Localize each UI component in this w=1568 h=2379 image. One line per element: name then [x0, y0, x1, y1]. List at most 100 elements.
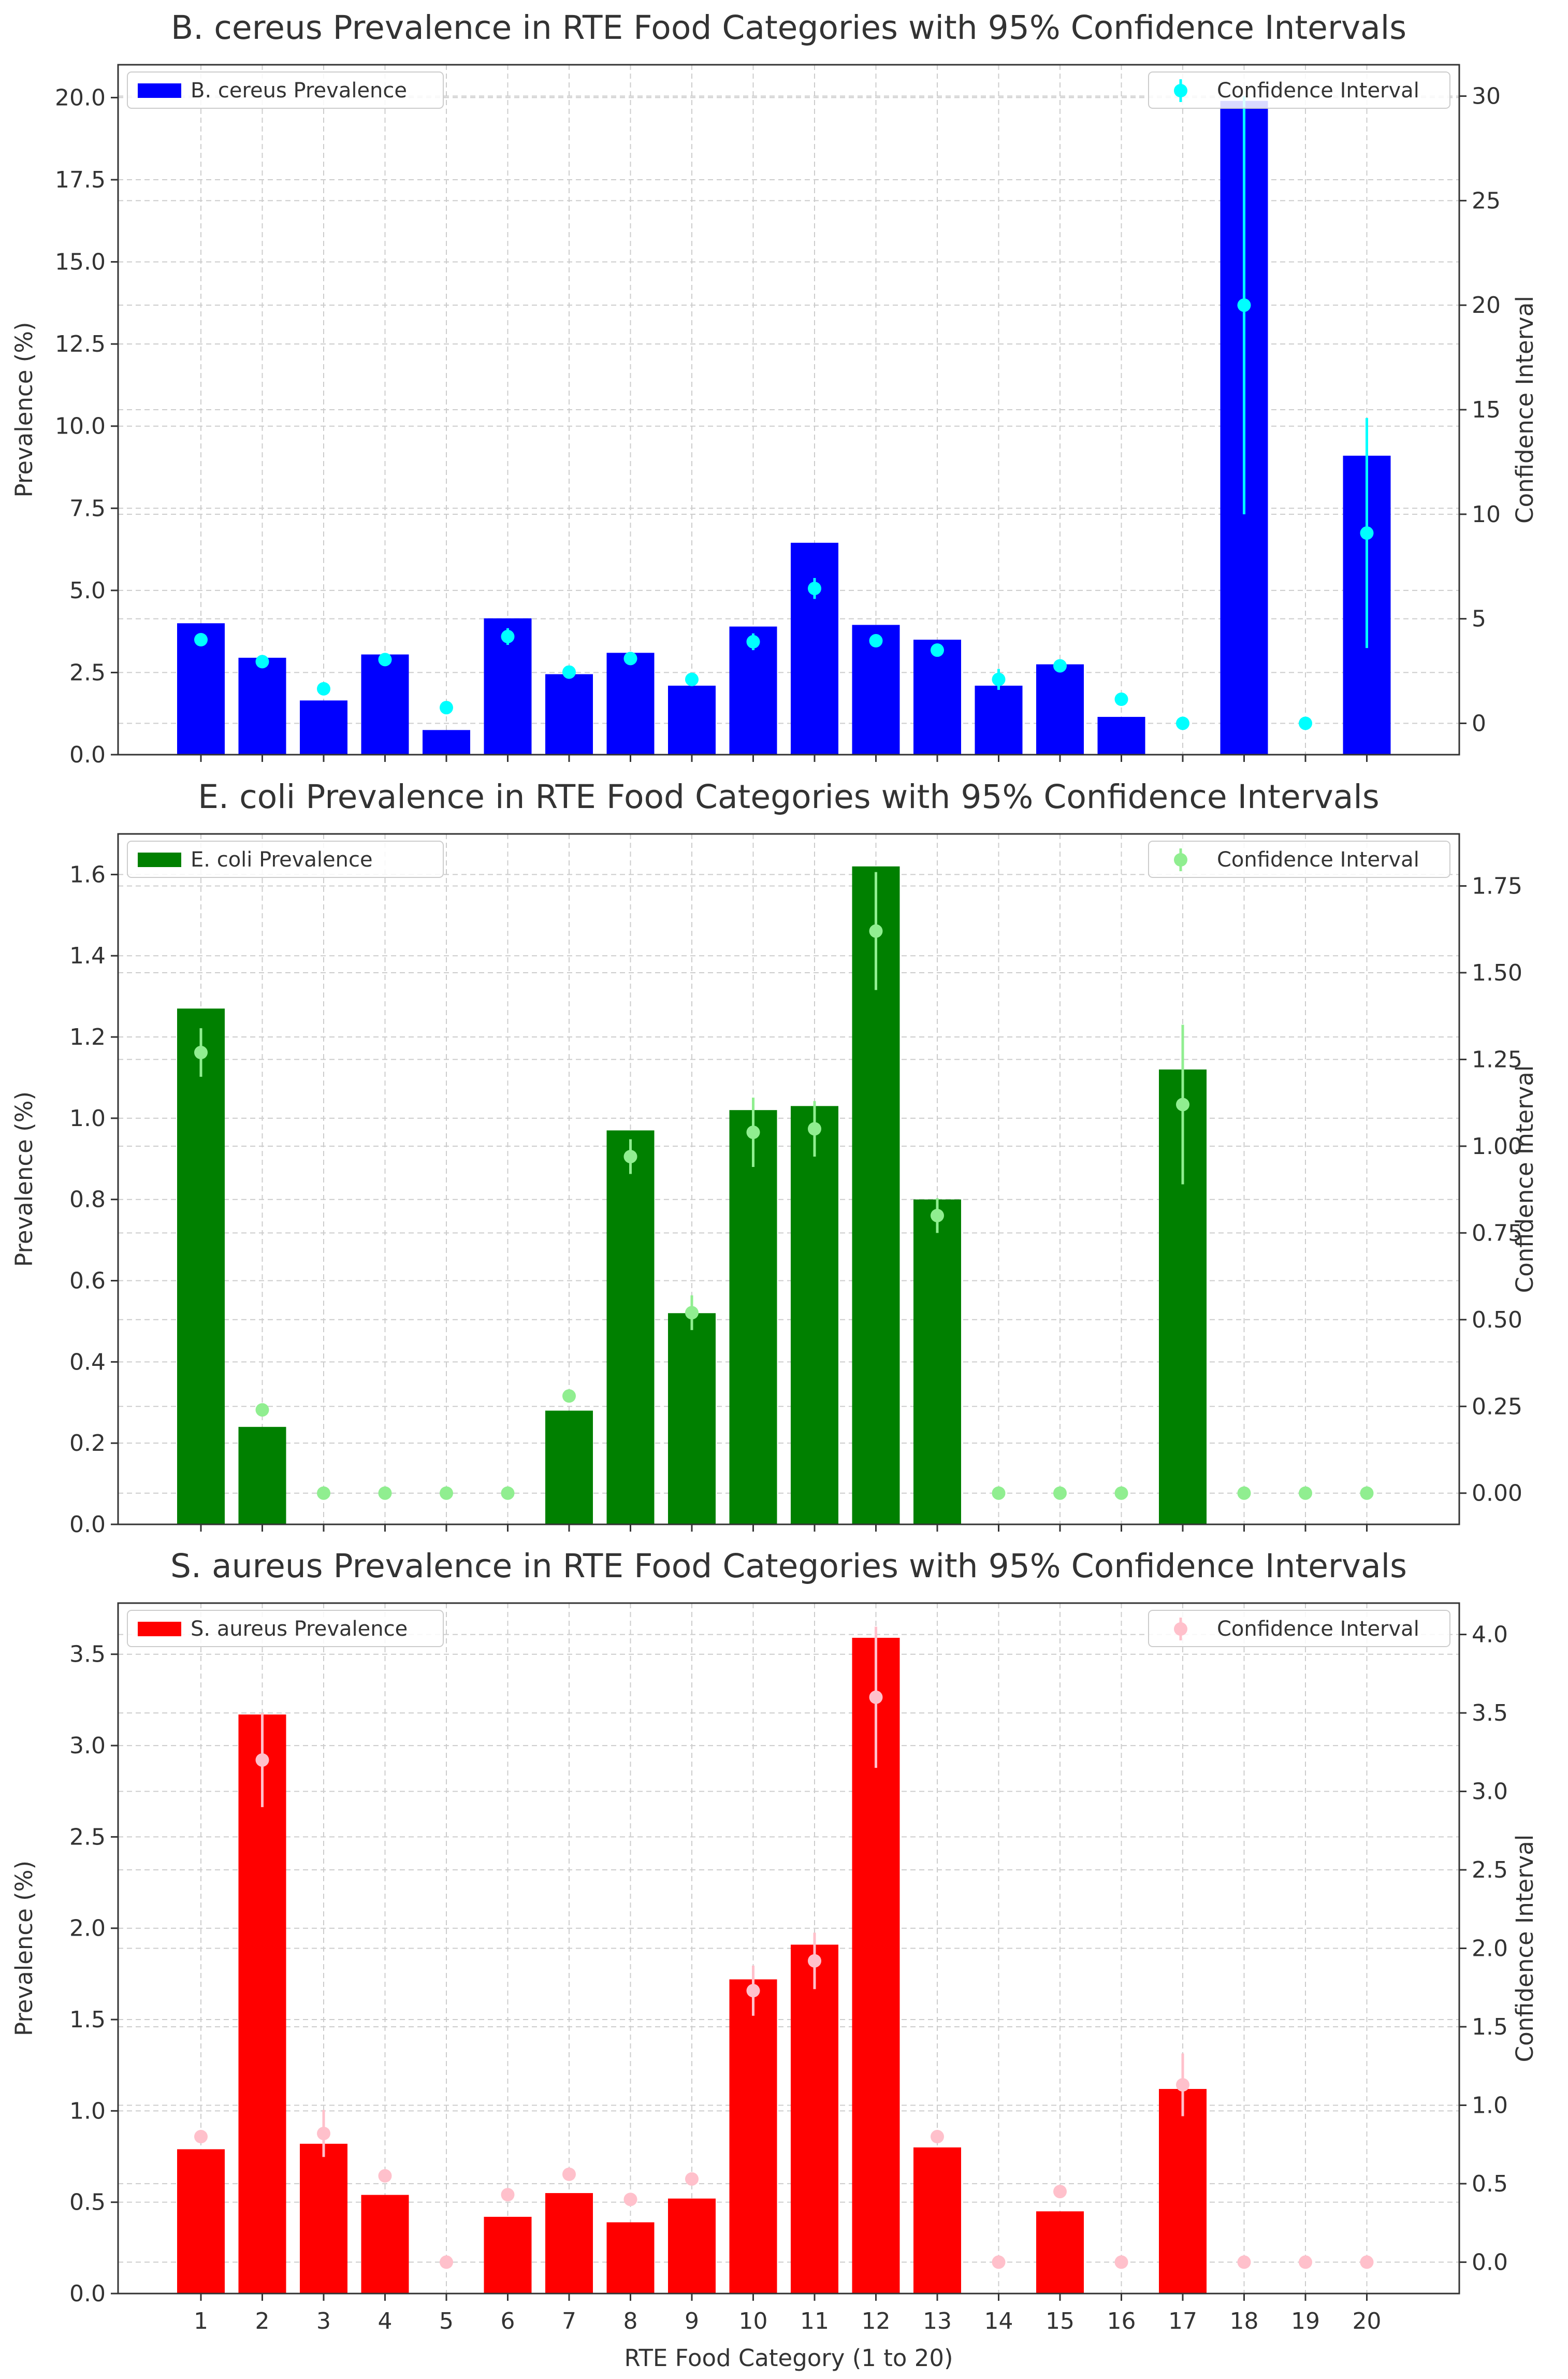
x-tick-label: 18: [1230, 2308, 1259, 2334]
right-tick-label: 0.50: [1472, 1307, 1522, 1333]
x-tick-label: 13: [923, 2308, 952, 2334]
left-tick-label: 0.2: [69, 1430, 106, 1457]
x-tick-label: 9: [685, 2308, 699, 2334]
left-tick-label: 0.4: [69, 1349, 106, 1375]
ci-point-9: [685, 2172, 699, 2186]
bar-1: [177, 2149, 225, 2294]
y-right-label: Confidence Interval: [1511, 1835, 1538, 2063]
ci-point-10: [746, 1984, 760, 1998]
bars: [177, 1638, 1207, 2294]
ci-point-20: [1360, 2255, 1374, 2269]
bar-5: [423, 730, 470, 755]
legend-box: [1148, 1610, 1450, 1647]
bar-7: [545, 1410, 593, 1524]
x-tick-label: 17: [1168, 2308, 1197, 2334]
ci-point-4: [378, 1486, 392, 1500]
left-tick-label: 1.5: [69, 2007, 106, 2033]
legend-label: Confidence Interval: [1217, 848, 1419, 872]
x-tick-label: 15: [1046, 2308, 1075, 2334]
bar-17: [1159, 2089, 1207, 2294]
bar-8: [606, 1130, 655, 1524]
ci-point-16: [1114, 2255, 1128, 2269]
ci-point-5: [440, 701, 453, 715]
ci-point-2: [255, 655, 269, 669]
right-tick-label: 0: [1472, 710, 1486, 737]
ci-point-3: [317, 2126, 330, 2140]
left-tick-label: 20.0: [55, 84, 106, 111]
ci-point-9: [685, 672, 699, 686]
bar-14: [975, 685, 1023, 755]
chart-title: B. cereus Prevalence in RTE Food Categor…: [171, 9, 1406, 47]
ci-point-5: [440, 1486, 453, 1500]
bar-7: [545, 2193, 593, 2294]
right-tick-label: 0.5: [1472, 2171, 1508, 2197]
legend-label: Confidence Interval: [1217, 79, 1419, 103]
bar-16: [1097, 717, 1145, 755]
bar-15: [1036, 2211, 1084, 2294]
ci-point-1: [194, 633, 208, 646]
ci-point-14: [992, 672, 1006, 686]
legend-swatch: [138, 1622, 181, 1636]
ci-point-3: [317, 1486, 330, 1500]
right-tick-label: 0.75: [1472, 1220, 1522, 1246]
right-tick-label: 30: [1472, 83, 1501, 110]
ci-point-18: [1237, 298, 1251, 312]
ci-point-12: [869, 1690, 883, 1704]
left-tick-label: 10.0: [55, 413, 106, 440]
ci-point-2: [255, 1403, 269, 1417]
legend-ci: Confidence Interval: [1148, 841, 1450, 878]
x-tick-label: 8: [623, 2308, 638, 2334]
ci-point-15: [1053, 659, 1067, 673]
x-tick-label: 4: [378, 2308, 393, 2334]
panel-1: B. cereus Prevalence in RTE Food Categor…: [10, 9, 1538, 768]
x-tick-label: 6: [501, 2308, 515, 2334]
ci-point-7: [562, 1389, 576, 1403]
ci-point-15: [1053, 1486, 1067, 1500]
right-tick-label: 1.50: [1472, 960, 1522, 986]
ci-point-12: [869, 634, 883, 648]
ci-point-2: [255, 1753, 269, 1767]
ci-point-7: [562, 665, 576, 679]
left-tick-label: 3.0: [69, 1733, 106, 1759]
legend-ci: Confidence Interval: [1148, 1610, 1450, 1647]
ci-point-17: [1176, 2078, 1189, 2092]
ci-point-19: [1299, 716, 1312, 730]
bar-15: [1036, 664, 1084, 755]
ci-point-3: [317, 682, 330, 696]
legend-box: [1148, 71, 1450, 109]
bar-6: [484, 2216, 532, 2294]
ci-point-10: [746, 635, 760, 649]
x-tick-label: 12: [862, 2308, 891, 2334]
legend-box: [1148, 841, 1450, 878]
right-tick-label: 2.5: [1472, 1857, 1508, 1883]
ci-point-1: [194, 2130, 208, 2144]
left-tick-label: 17.5: [55, 167, 106, 193]
left-tick-label: 2.5: [69, 1824, 106, 1850]
ci-point-13: [931, 2130, 944, 2144]
y-left-label: Prevalence (%): [10, 1861, 38, 2036]
bar-9: [668, 685, 716, 755]
left-tick-label: 1.0: [69, 1105, 106, 1132]
left-tick-label: 3.5: [69, 1641, 106, 1668]
ci-point-10: [746, 1126, 760, 1140]
y-left-label: Prevalence (%): [10, 322, 38, 497]
confidence-intervals: [194, 872, 1374, 1500]
ci-point-4: [378, 653, 392, 667]
ci-point-6: [501, 2188, 515, 2202]
ci-point-5: [440, 2255, 453, 2269]
x-tick-label: 7: [562, 2308, 576, 2334]
left-tick-label: 0.0: [69, 1511, 106, 1538]
right-tick-label: 0.0: [1472, 2249, 1508, 2275]
ci-point-8: [623, 2193, 637, 2207]
bar-2: [238, 657, 286, 755]
legend-ci-marker: [1174, 84, 1187, 97]
left-tick-label: 1.6: [69, 861, 106, 888]
x-tick-label: 20: [1353, 2308, 1382, 2334]
plot-frame: [117, 833, 1460, 1525]
ci-point-8: [623, 1149, 637, 1163]
legend-bars: B. cereus Prevalence: [127, 71, 444, 109]
ci-point-7: [562, 2167, 576, 2181]
ci-point-13: [931, 1208, 944, 1222]
bars: [177, 100, 1391, 755]
